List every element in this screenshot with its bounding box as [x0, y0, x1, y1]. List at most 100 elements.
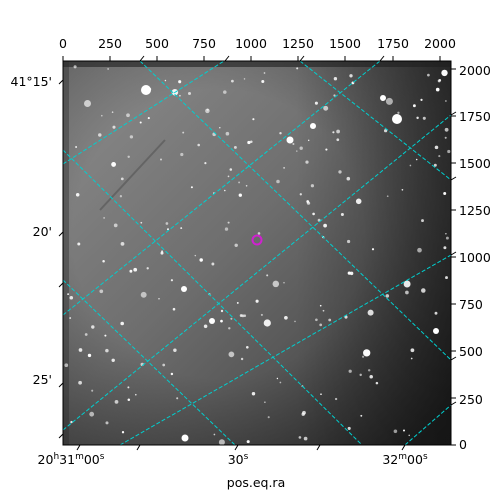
star [67, 293, 69, 295]
star [129, 135, 134, 139]
star [405, 290, 409, 295]
star [320, 393, 322, 396]
star [276, 179, 280, 184]
star [336, 129, 340, 134]
right-tick-label: 1250 [459, 203, 491, 218]
star [140, 221, 143, 224]
star [257, 232, 261, 235]
star [105, 421, 109, 425]
right-tick-label: 250 [459, 392, 483, 407]
star [178, 80, 182, 84]
star [160, 251, 164, 255]
star [375, 381, 379, 385]
star [385, 294, 390, 298]
star [402, 429, 406, 432]
star [228, 351, 235, 358]
star [75, 146, 78, 148]
tick-mark [450, 111, 457, 116]
star [296, 150, 298, 152]
star [348, 369, 352, 373]
star [180, 152, 184, 157]
star [70, 420, 73, 424]
star [103, 217, 105, 219]
star [260, 313, 263, 316]
right-tick-label: 1750 [459, 109, 491, 124]
left-tick-label: 41°15' [11, 74, 53, 89]
grid-line [63, 279, 236, 445]
star [421, 219, 424, 223]
right-tick-label: 2000 [459, 63, 491, 78]
star [409, 164, 412, 167]
star [111, 358, 115, 363]
star [120, 177, 124, 181]
star [220, 319, 223, 323]
star [263, 72, 266, 74]
star [386, 195, 389, 198]
star [64, 363, 69, 368]
star [224, 189, 226, 192]
star [197, 143, 200, 147]
plot-frame [62, 60, 452, 446]
star [140, 291, 147, 298]
star [101, 114, 103, 117]
star [229, 168, 233, 171]
star [139, 121, 142, 124]
star [170, 372, 174, 376]
star [112, 125, 116, 129]
star [227, 221, 230, 224]
right-axis-labels: 0 250 500 750 1000 1250 1500 1750 2000 [459, 63, 491, 452]
star [119, 195, 123, 198]
star [403, 280, 411, 288]
star [223, 90, 227, 94]
star [77, 242, 81, 246]
star [234, 243, 238, 248]
star [129, 269, 133, 273]
star [408, 434, 410, 437]
tick-mark [58, 231, 64, 237]
grid-line [404, 404, 451, 445]
star [251, 391, 256, 396]
star [359, 373, 362, 377]
star [238, 181, 241, 184]
top-tick-label: 1000 [235, 36, 267, 51]
star [305, 160, 309, 164]
star [121, 431, 125, 434]
star [146, 267, 149, 270]
star [194, 254, 197, 257]
grid-line [63, 114, 451, 431]
star [333, 94, 336, 97]
grid-line [63, 149, 363, 445]
star [231, 79, 234, 83]
star [443, 192, 447, 195]
star [333, 77, 338, 81]
star [444, 136, 447, 139]
star [114, 400, 119, 404]
star [299, 193, 302, 196]
star [180, 227, 183, 230]
bright-star [380, 95, 386, 101]
tick-mark [379, 55, 385, 62]
star [105, 348, 109, 353]
tick-mark [58, 79, 64, 85]
top-tick-label: 2000 [424, 36, 456, 51]
star [360, 414, 363, 417]
star [417, 247, 422, 253]
tick-mark [58, 433, 64, 439]
right-tick-label: 0 [459, 437, 467, 452]
star [133, 267, 138, 272]
star [445, 276, 448, 280]
star [78, 348, 83, 352]
star [243, 78, 246, 80]
star [433, 163, 437, 167]
star [322, 309, 325, 312]
grid-line [63, 61, 381, 316]
star [315, 318, 318, 322]
star [225, 131, 230, 136]
star [246, 440, 250, 444]
bottom-tick-label: 30s [228, 452, 249, 467]
top-tick-label: 500 [145, 36, 169, 51]
top-tick-label: 750 [192, 36, 216, 51]
star [323, 105, 329, 111]
star [230, 317, 233, 320]
tick-mark [450, 251, 457, 256]
